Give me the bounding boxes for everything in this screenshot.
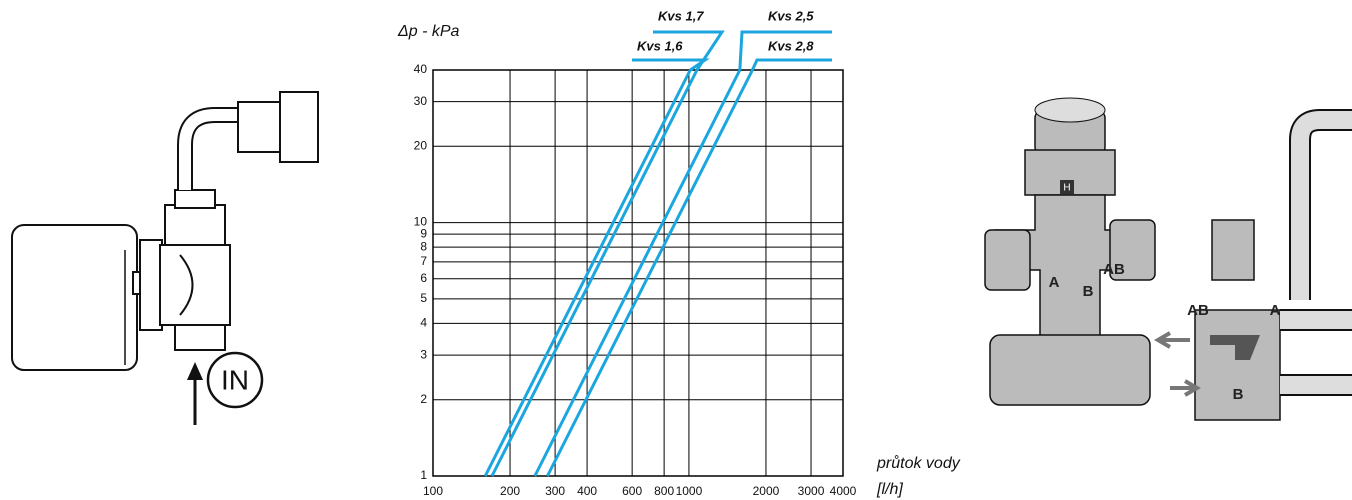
y-tick-label: 6: [420, 271, 427, 285]
y-axis-label: Δp - kPa: [397, 23, 460, 40]
port-label: AB: [1187, 302, 1209, 319]
valve-mark: H: [1063, 183, 1070, 194]
valve-illustration-left: IN: [12, 92, 318, 425]
x-tick-label: 4000: [830, 484, 857, 498]
x-tick-label: 300: [545, 484, 565, 498]
x-tick-label: 3000: [798, 484, 825, 498]
legend-label: Kvs 2,8: [768, 38, 814, 53]
y-tick-label: 5: [420, 291, 427, 305]
y-tick-label: 8: [420, 239, 427, 253]
x-tick-label: 1000: [676, 484, 703, 498]
port-label: B: [1233, 386, 1244, 403]
x-axis-label: [l/h]: [876, 481, 903, 498]
y-tick-label: 10: [414, 215, 428, 229]
y-tick-label: 20: [414, 138, 428, 152]
legend-label: Kvs 1,7: [658, 8, 704, 23]
x-tick-label: 200: [500, 484, 520, 498]
x-axis-label: průtok vody: [876, 454, 961, 472]
kvs-leader: [632, 60, 705, 70]
y-tick-label: 30: [414, 94, 428, 108]
x-tick-label: 600: [622, 484, 642, 498]
legend-label: Kvs 1,6: [637, 38, 683, 53]
x-tick-label: 100: [423, 484, 443, 498]
y-tick-label: 3: [420, 347, 427, 361]
valve-illustration-right: H A B AB AB A B: [985, 98, 1352, 420]
port-label: A: [1049, 274, 1060, 291]
port-label: AB: [1103, 261, 1125, 278]
y-tick-label: 7: [420, 254, 427, 268]
x-tick-label: 2000: [753, 484, 780, 498]
legend-label: Kvs 2,5: [768, 8, 814, 23]
port-label: A: [1270, 302, 1281, 319]
y-tick-label: 40: [414, 62, 428, 76]
x-tick-label: 400: [577, 484, 597, 498]
page: IN H A B AB AB A B Δp - kPa průtok vody …: [0, 0, 1352, 500]
x-tick-label: 800: [654, 484, 674, 498]
port-label: B: [1083, 283, 1094, 300]
y-tick-label: 2: [420, 392, 427, 406]
kvs-leader: [752, 60, 832, 70]
inlet-label: IN: [221, 364, 249, 395]
y-tick-label: 1: [420, 468, 427, 482]
y-tick-label: 4: [420, 316, 427, 330]
